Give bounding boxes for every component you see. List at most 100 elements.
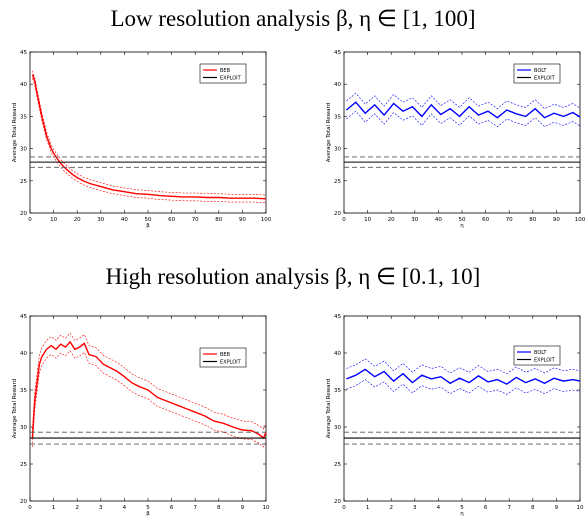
y-tick-label: 30 [20,147,27,153]
x-tick-label: 10 [577,505,584,511]
legend-entry: EXPLOIT [534,358,556,364]
y-tick-label: 20 [20,499,27,505]
x-tick-label: 40 [435,217,442,223]
y-tick-label: 25 [20,462,27,468]
y-tick-label: 25 [334,179,341,185]
x-tick-label: 50 [145,217,152,223]
legend-box [513,345,561,366]
x-tick-label: 4 [123,505,127,511]
x-tick-label: 60 [168,217,175,223]
x-tick-label: 7 [507,505,511,511]
x-tick-label: 5 [146,505,150,511]
bolt-upper-band [346,92,581,110]
legend-entry: EXPLOIT [534,76,556,82]
x-axis-label: η [460,511,464,516]
y-tick-label: 40 [334,351,341,357]
bolt-upper-band [346,358,581,375]
x-tick-label: 80 [529,217,536,223]
x-tick-label: 80 [215,217,222,223]
x-tick-label: 30 [97,217,104,223]
y-tick-label: 20 [20,211,27,217]
x-tick-label: 3 [99,505,103,511]
x-tick-label: 100 [261,217,272,223]
legend-entry: BOLT [534,350,547,356]
x-tick-label: 20 [74,217,81,223]
y-tick-label: 30 [334,147,341,153]
x-tick-label: 100 [575,217,586,223]
y-tick-label: 40 [334,82,341,88]
chart-low-bolt: 0 10 20 30 40 50 60 70 80 90 100 20 25 30 35 40 45 η Avera… [326,50,586,229]
y-tick-label: 45 [20,50,27,56]
legend-box [199,63,247,84]
x-tick-label: 9 [555,505,559,511]
y-tick-label: 35 [334,388,341,394]
x-tick-label: 10 [50,217,57,223]
legend: BOLT EXPLOIT [513,63,561,84]
beb-lower-band [32,78,267,203]
y-tick-label: 30 [20,425,27,431]
x-tick-label: 3 [413,505,417,511]
y-tick-label: 25 [334,462,341,468]
x-tick-label: 40 [121,217,128,223]
x-tick-label: 0 [342,505,346,511]
x-tick-label: 20 [388,217,395,223]
x-tick-label: 2 [389,505,393,511]
x-tick-label: 50 [459,217,466,223]
y-tick-label: 40 [20,351,27,357]
legend-box [199,347,247,368]
beb-series-line [31,340,267,440]
y-tick-label: 20 [334,211,341,217]
y-tick-label: 35 [20,114,27,120]
beb-upper-band [32,332,267,430]
legend-box [513,63,561,84]
x-tick-label: 6 [170,505,174,511]
plot-frame [343,315,581,502]
x-tick-label: 70 [192,217,199,223]
legend-entry: EXPLOIT [220,76,242,82]
x-tick-label: 60 [482,217,489,223]
bolt-lower-band [346,110,581,128]
bolt-lower-band [346,379,581,395]
y-axis-label: Average Total Reward [326,379,332,438]
x-axis-label: β [146,223,150,229]
legend-entry: BOLT [534,68,547,74]
x-tick-label: 0 [28,505,32,511]
x-tick-label: 30 [411,217,418,223]
x-tick-label: 5 [460,505,464,511]
y-tick-label: 25 [20,179,27,185]
y-axis-label: Average Total Reward [12,103,18,162]
x-tick-label: 9 [241,505,245,511]
x-tick-label: 10 [263,505,270,511]
x-tick-label: 8 [531,505,535,511]
high-resolution-heading: High resolution analysis β, η ∈ [0.1, 10… [105,264,481,289]
y-tick-label: 30 [334,425,341,431]
legend-entry: EXPLOIT [220,360,242,366]
x-tick-label: 90 [553,217,560,223]
x-tick-label: 7 [193,505,197,511]
x-axis-label: η [460,223,464,229]
legend-entry: BEB [220,68,231,74]
legend: BOLT EXPLOIT [513,345,561,366]
y-tick-label: 45 [20,314,27,320]
y-axis-label: Average Total Reward [12,379,18,438]
bolt-series-line [346,368,581,385]
x-tick-label: 1 [366,505,370,511]
bolt-series-line [345,101,581,119]
x-tick-label: 90 [239,217,246,223]
y-tick-label: 35 [20,388,27,394]
legend-entry: BEB [220,352,231,358]
x-tick-label: 8 [217,505,221,511]
beb-upper-band [32,70,267,196]
legend: BEB EXPLOIT [199,63,247,84]
x-axis-label: β [146,511,150,516]
x-tick-label: 2 [75,505,79,511]
x-tick-label: 4 [437,505,441,511]
y-tick-label: 45 [334,50,341,56]
x-tick-label: 1 [52,505,56,511]
y-axis-label: Average Total Reward [326,103,332,162]
x-tick-label: 0 [342,217,346,223]
plot-frame [29,315,267,502]
x-tick-label: 6 [484,505,488,511]
